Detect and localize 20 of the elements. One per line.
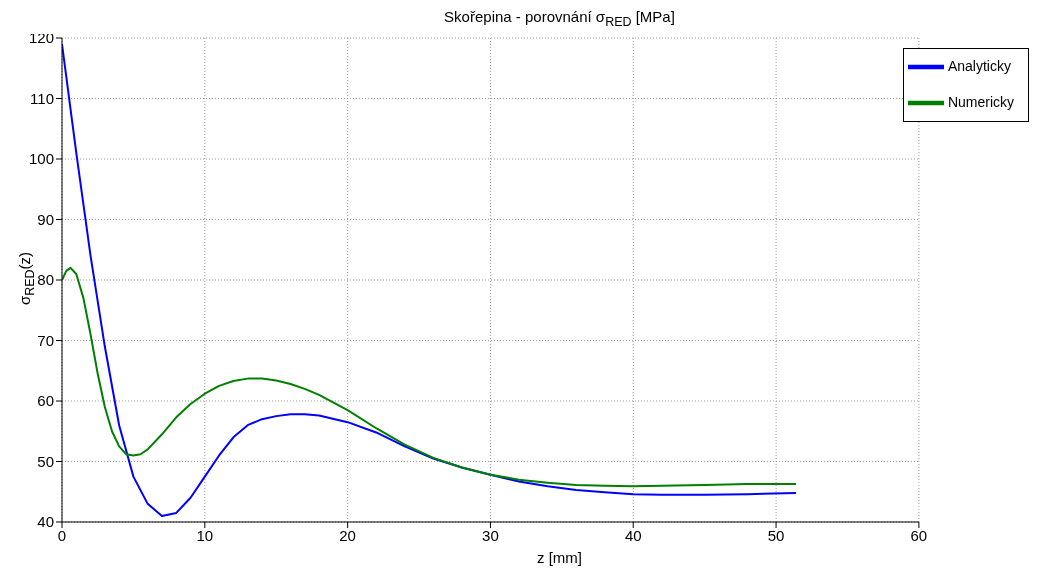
legend-label: Analyticky bbox=[947, 57, 1011, 74]
x-axis-title: z [mm] bbox=[536, 548, 583, 568]
line-series bbox=[62, 266, 798, 488]
x-tick-label: 10 bbox=[196, 526, 214, 544]
x-tick-label: 60 bbox=[910, 526, 928, 544]
x-tick-label: 0 bbox=[57, 526, 67, 544]
y-tick-label: 60 bbox=[37, 392, 54, 410]
y-tick-label: 90 bbox=[37, 210, 54, 228]
y-tick-label: 50 bbox=[37, 452, 54, 470]
x-tick-label: 50 bbox=[767, 526, 785, 544]
y-tick-label: 100 bbox=[28, 150, 54, 168]
y-tick-label: 70 bbox=[37, 331, 54, 349]
y-tick-label: 80 bbox=[37, 271, 54, 289]
chart-title: Skořepina - porovnání σ$_{RED}$ [MPa] bbox=[444, 8, 675, 29]
legend-label: Numericky bbox=[947, 93, 1014, 110]
x-tick-label: 20 bbox=[339, 526, 356, 544]
y-tick-label: 40 bbox=[37, 513, 54, 531]
x-tick-label: 40 bbox=[624, 526, 642, 544]
y-tick-label: 110 bbox=[30, 89, 54, 107]
x-tick-label: 30 bbox=[482, 526, 499, 544]
